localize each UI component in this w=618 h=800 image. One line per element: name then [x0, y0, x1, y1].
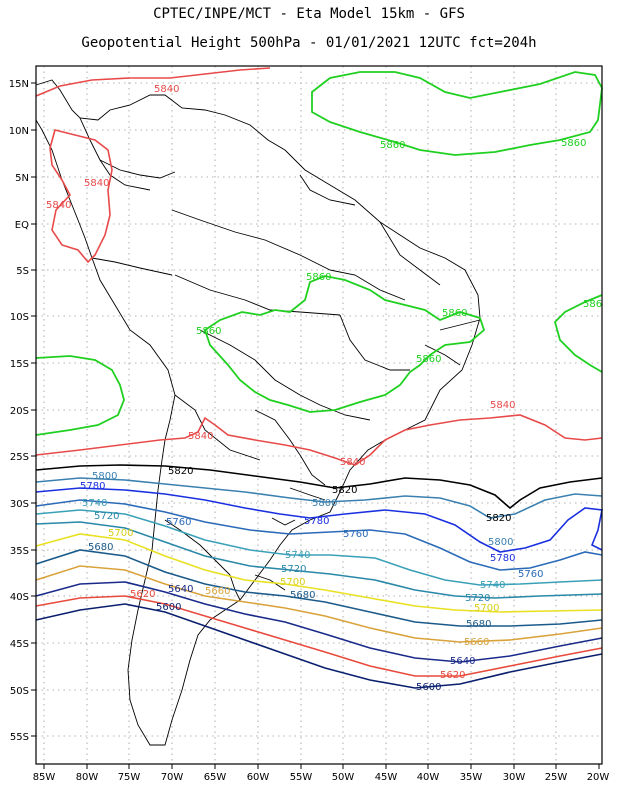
contour-5620: [35, 595, 603, 677]
contour-label-5860: 586: [583, 299, 602, 310]
lat-tick-label: 5N: [15, 173, 29, 184]
lat-tick-label: 55S: [10, 732, 29, 743]
contour-5680: [35, 549, 603, 627]
lon-tick-label: 85W: [33, 772, 56, 783]
contour-label-5700: 5700: [108, 528, 133, 539]
lon-tick-label: 45W: [375, 772, 398, 783]
lat-tick-label: 25S: [10, 452, 29, 463]
contour-label-5860: 5860: [416, 354, 441, 365]
contour-5660: [35, 565, 603, 643]
contour-5600: [35, 603, 603, 689]
lon-tick-label: 35W: [460, 772, 483, 783]
latitude-labels: 15N 10N 5N EQ 5S 10S 15S 20S 25S 30S 35S…: [9, 79, 29, 743]
tick-marks: [31, 82, 600, 769]
contour-label-5680: 5680: [466, 619, 491, 630]
lon-tick-label: 70W: [161, 772, 184, 783]
lat-tick-label: 35S: [10, 546, 29, 557]
contour-label-5800: 5800: [312, 498, 337, 509]
contour-label-5860: 5860: [380, 140, 405, 151]
lat-tick-label: 15S: [10, 359, 29, 370]
contour-label-5840: 5840: [188, 431, 213, 442]
lon-tick-label: 60W: [247, 772, 270, 783]
contour-label-5840: 5840: [154, 84, 179, 95]
contour-5820: [35, 464, 603, 510]
contour-5780: [35, 487, 603, 553]
contour-5700: [35, 533, 603, 613]
lat-tick-label: 10S: [10, 312, 29, 323]
contour-label-5780: 5780: [490, 553, 515, 564]
contour-label-5860: 5860: [196, 326, 221, 337]
contour-label-5840: 5840: [84, 178, 109, 189]
contour-label-5720: 5720: [281, 564, 306, 575]
map-subtitle: Geopotential Height 500hPa - 01/01/2021 …: [81, 35, 537, 51]
map-frame: [35, 65, 603, 765]
lat-tick-label: 5S: [16, 266, 29, 277]
contour-label-5840: 5840: [340, 457, 365, 468]
contour-label-5780: 5780: [304, 516, 329, 527]
lat-tick-label: 15N: [9, 79, 29, 90]
contour-label-5800: 5800: [92, 471, 117, 482]
contour-label-5640: 5640: [168, 584, 193, 595]
contour-label-5740: 5740: [82, 498, 107, 509]
contour-label-5740: 5740: [285, 550, 310, 561]
lat-tick-label: 10N: [9, 126, 29, 137]
contour-label-5820: 5820: [332, 485, 357, 496]
lat-tick-label: 20S: [10, 406, 29, 417]
contour-label-5820: 5820: [486, 513, 511, 524]
lon-tick-label: 25W: [545, 772, 568, 783]
contour-label-5720: 5720: [94, 511, 119, 522]
contour-5640: [35, 581, 603, 663]
contour-5720: [35, 521, 603, 599]
contour-5800: [35, 477, 603, 519]
contour-label-5680: 5680: [290, 590, 315, 601]
contour-label-5700: 5700: [280, 577, 305, 588]
contour-label-5620: 5620: [130, 589, 155, 600]
contour-label-5820: 5820: [168, 466, 193, 477]
contour-label-5780: 5780: [80, 481, 105, 492]
lat-tick-label: 50S: [10, 686, 29, 697]
contour-5860: [35, 71, 603, 436]
contour-label-5840: 5840: [46, 200, 71, 211]
contour-label-5760: 5760: [518, 569, 543, 580]
contour-label-5860: 5860: [306, 272, 331, 283]
lat-tick-label: EQ: [15, 220, 29, 231]
lon-tick-label: 50W: [332, 772, 355, 783]
contour-label-5800: 5800: [488, 537, 513, 548]
contour-5760: [35, 499, 603, 571]
longitude-labels: 85W 80W 75W 70W 65W 60W 55W 50W 45W 40W …: [33, 772, 610, 783]
contour-label-5600: 5600: [156, 602, 181, 613]
contour-label-5760: 5760: [343, 529, 368, 540]
contour-5740: [35, 509, 603, 586]
lat-tick-label: 30S: [10, 499, 29, 510]
contour-label-5860: 5860: [561, 138, 586, 149]
lon-tick-label: 30W: [503, 772, 526, 783]
grid-lines: [36, 66, 602, 764]
contour-label-5720: 5720: [465, 593, 490, 604]
contour-label-5680: 5680: [88, 542, 113, 553]
contour-label-5760: 5760: [166, 517, 191, 528]
lon-tick-label: 65W: [204, 772, 227, 783]
lon-tick-label: 55W: [290, 772, 313, 783]
lon-tick-label: 80W: [76, 772, 99, 783]
contour-label-5660: 5660: [205, 586, 230, 597]
lat-tick-label: 40S: [10, 592, 29, 603]
lon-tick-label: 20W: [587, 772, 610, 783]
lat-tick-label: 45S: [10, 639, 29, 650]
contour-label-5660: 5660: [464, 637, 489, 648]
contour-label-5740: 5740: [480, 580, 505, 591]
contour-label-5620: 5620: [440, 670, 465, 681]
contour-label-5840: 5840: [490, 400, 515, 411]
contour-label-5860: 5860: [442, 308, 467, 319]
contour-label-5700: 5700: [474, 603, 499, 614]
lon-tick-label: 75W: [118, 772, 141, 783]
coastline-and-borders: [35, 79, 481, 746]
contour-label-5640: 5640: [450, 656, 475, 667]
lon-tick-label: 40W: [417, 772, 440, 783]
contour-label-5600: 5600: [416, 682, 441, 693]
contour-labels: 5860 5860 5860 5860 5860 5860 5860 586 5…: [46, 84, 602, 693]
contour-5840: [35, 67, 603, 466]
map-title: CPTEC/INPE/MCT - Eta Model 15km - GFS: [153, 6, 465, 22]
